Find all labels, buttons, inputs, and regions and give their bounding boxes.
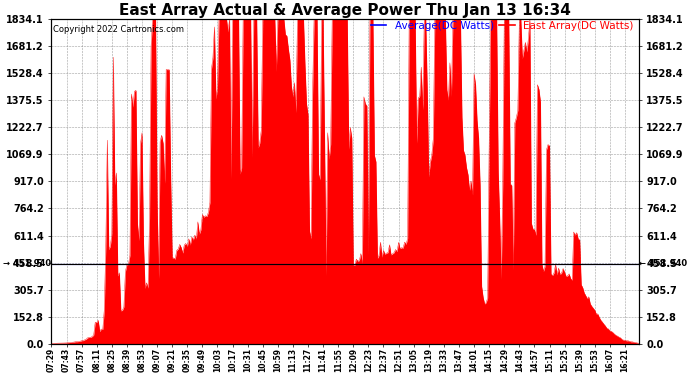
- Text: → 451.940: → 451.940: [3, 259, 51, 268]
- Text: Copyright 2022 Cartronics.com: Copyright 2022 Cartronics.com: [52, 26, 184, 34]
- Title: East Array Actual & Average Power Thu Jan 13 16:34: East Array Actual & Average Power Thu Ja…: [119, 3, 571, 18]
- Text: ← 451.940: ← 451.940: [639, 259, 687, 268]
- Legend: Average(DC Watts), East Array(DC Watts): Average(DC Watts), East Array(DC Watts): [371, 21, 633, 31]
